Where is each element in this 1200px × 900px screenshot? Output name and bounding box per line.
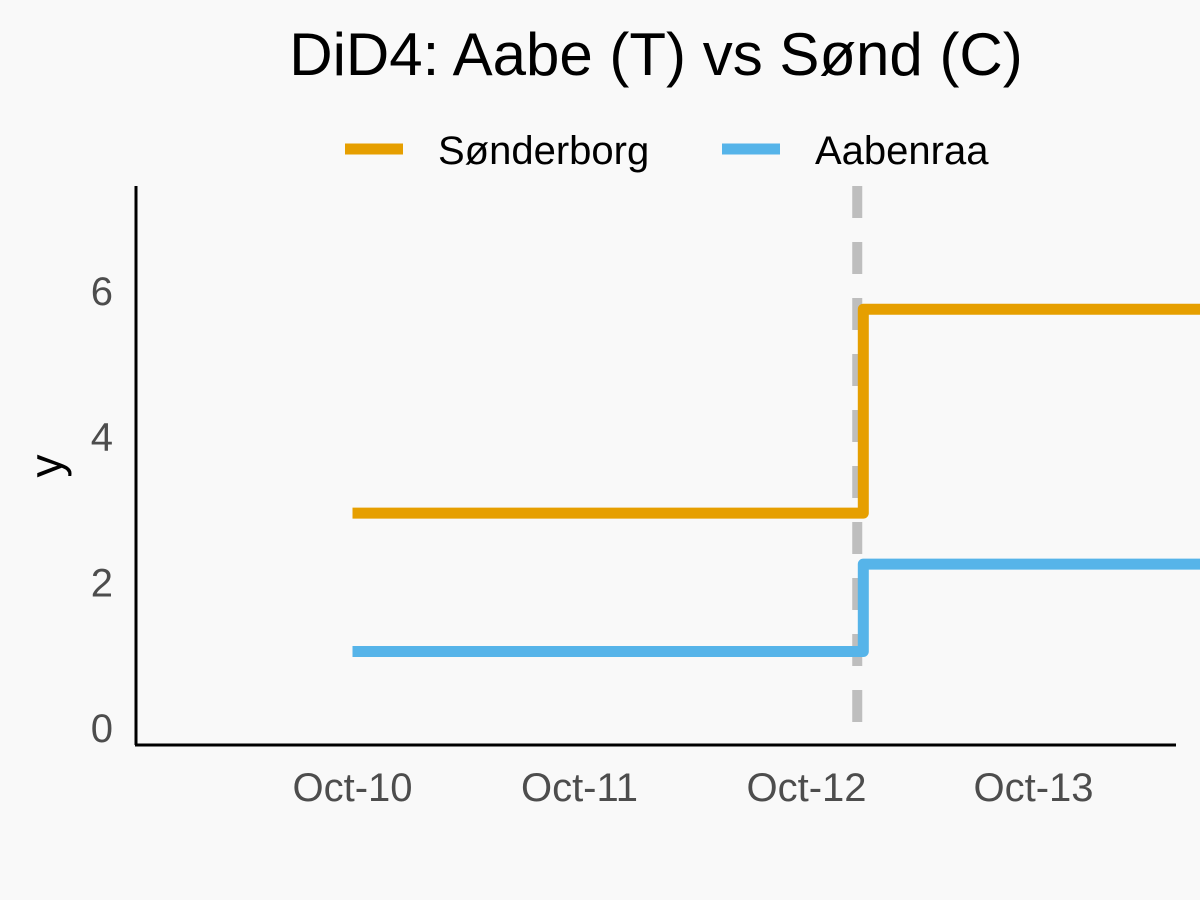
x-tick-label: Oct-12 [746,766,866,810]
y-tick-label: 4 [91,416,113,460]
plot-area [352,186,1200,745]
y-tick-label: 2 [91,561,113,605]
chart-title: DiD4: Aabe (T) vs Sønd (C) [289,21,1023,88]
legend-label: Aabenraa [815,129,989,173]
x-tick-label: Oct-10 [292,766,412,810]
x-tick-label: Oct-13 [973,766,1093,810]
legend: Sønderborg Aabenraa [345,129,989,173]
x-tick-label: Oct-11 [521,766,638,810]
y-axis-ticks: 0 2 4 6 [91,270,113,751]
legend-label: Sønderborg [438,129,649,173]
series-line-aabenraa [352,558,1200,657]
y-tick-label: 0 [91,707,113,751]
y-tick-label: 6 [91,270,113,314]
x-axis-ticks: Oct-10 Oct-11 Oct-12 Oct-13 [292,766,1093,810]
series-line-s-nderborg [352,303,1200,519]
y-axis-title: y [20,455,72,478]
